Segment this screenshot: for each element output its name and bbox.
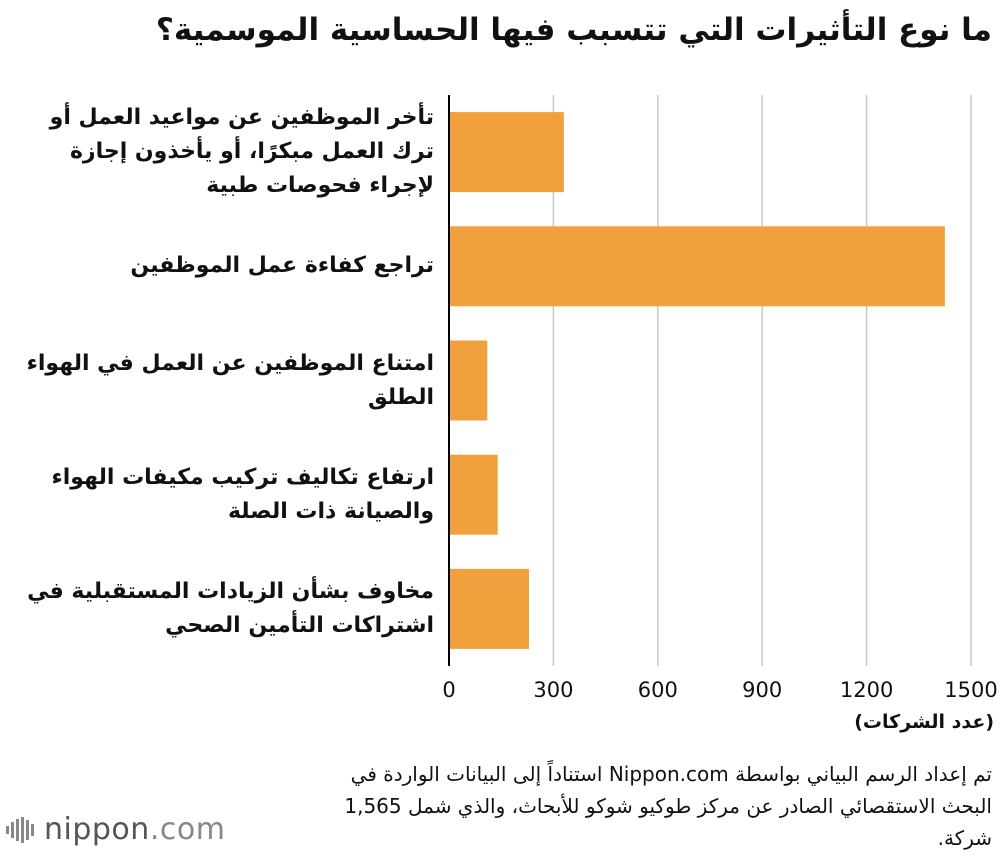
- category-label-0: تأخر الموظفين عن مواعيد العمل أو ترك الع…: [49, 105, 434, 199]
- nippon-logo-text: nippon.com: [44, 812, 225, 848]
- nippon-logo: nippon.com: [6, 812, 225, 848]
- x-tick-label-4: 1200: [839, 678, 894, 702]
- category-label-3: ارتفاع تكاليف تركيب مكيفات الهواء والصيا…: [51, 464, 435, 524]
- bar-1: [449, 226, 945, 307]
- bar-0: [449, 112, 564, 193]
- logo-name: nippon: [44, 812, 150, 847]
- x-tick-label-2: 600: [637, 678, 678, 702]
- gridlines: [552, 95, 972, 666]
- source-note: تم إعداد الرسم البياني بواسطة Nippon.com…: [344, 762, 992, 850]
- bars: [449, 112, 945, 649]
- category-label-1: تراجع كفاءة عمل الموظفين: [130, 253, 434, 279]
- chart-title: ما نوع التأثيرات التي تتسبب فيها الحساسي…: [155, 12, 992, 48]
- x-axis-label: (عدد الشركات): [854, 711, 994, 733]
- bar-2: [449, 340, 488, 421]
- bar-4: [449, 568, 530, 649]
- x-tick-label-1: 300: [533, 678, 574, 702]
- category-label-4: مخاوف بشأن الزيادات المستقبلية في اشتراك…: [27, 578, 434, 638]
- nippon-logo-mark-icon: [6, 817, 34, 843]
- x-tick-label-0: 0: [442, 678, 456, 702]
- bar-3: [449, 454, 498, 535]
- logo-suffix: .com: [149, 812, 226, 847]
- category-label-2: امتناع الموظفين عن العمل في الهواء الطلق: [26, 350, 434, 410]
- x-tick-label-5: 1500: [944, 678, 998, 702]
- x-tick-label-3: 900: [742, 678, 783, 702]
